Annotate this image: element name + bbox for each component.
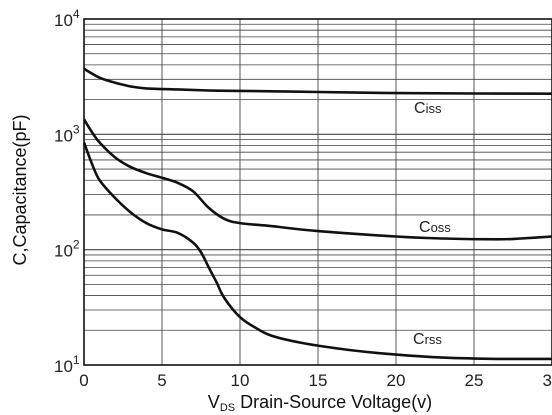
series-line-coss — [82, 118, 552, 241]
x-tick-labels: 0 5 10 15 20 25 30 — [79, 371, 552, 390]
x-tick-label: 25 — [465, 371, 484, 390]
x-tick-label: 30 — [543, 371, 552, 390]
x-tick-label: 20 — [387, 371, 406, 390]
x-tick-label: 10 — [231, 371, 250, 390]
series-label-crss: Crss — [413, 331, 442, 348]
y-tick-labels: 101 102 103 104 — [54, 7, 80, 376]
series-label-ciss-sub: iss — [426, 101, 442, 116]
series-line-ciss — [83, 67, 552, 95]
series-label-ciss-main: C — [414, 100, 426, 117]
y-tick-label: 104 — [54, 7, 80, 30]
plot-frame — [83, 18, 552, 366]
x-axis-title-sub: DS — [220, 402, 235, 414]
x-tick-label: 0 — [79, 371, 88, 390]
series-label-coss-sub: oss — [431, 220, 452, 235]
series-lines — [82, 67, 552, 361]
series-label-coss-main: C — [419, 219, 431, 236]
grid-lines — [84, 19, 552, 365]
x-axis-title: VDS Drain-Source Voltage(v) — [208, 392, 432, 414]
y-tick-label: 102 — [54, 238, 80, 261]
x-axis-title-rest: Drain-Source Voltage(v) — [235, 392, 432, 412]
series-label-ciss: Ciss — [414, 100, 442, 117]
series-label-coss: Coss — [419, 219, 451, 236]
y-axis-title: C,Capacitance(pF) — [10, 114, 30, 265]
series-label-crss-sub: rss — [425, 332, 443, 347]
series-label-crss-main: C — [413, 331, 425, 348]
x-axis-title-main: V — [208, 392, 220, 412]
series-line-crss — [82, 142, 552, 361]
x-tick-label: 5 — [157, 371, 166, 390]
x-tick-label: 15 — [309, 371, 328, 390]
y-tick-label: 101 — [54, 353, 80, 376]
y-tick-label: 103 — [54, 122, 80, 145]
